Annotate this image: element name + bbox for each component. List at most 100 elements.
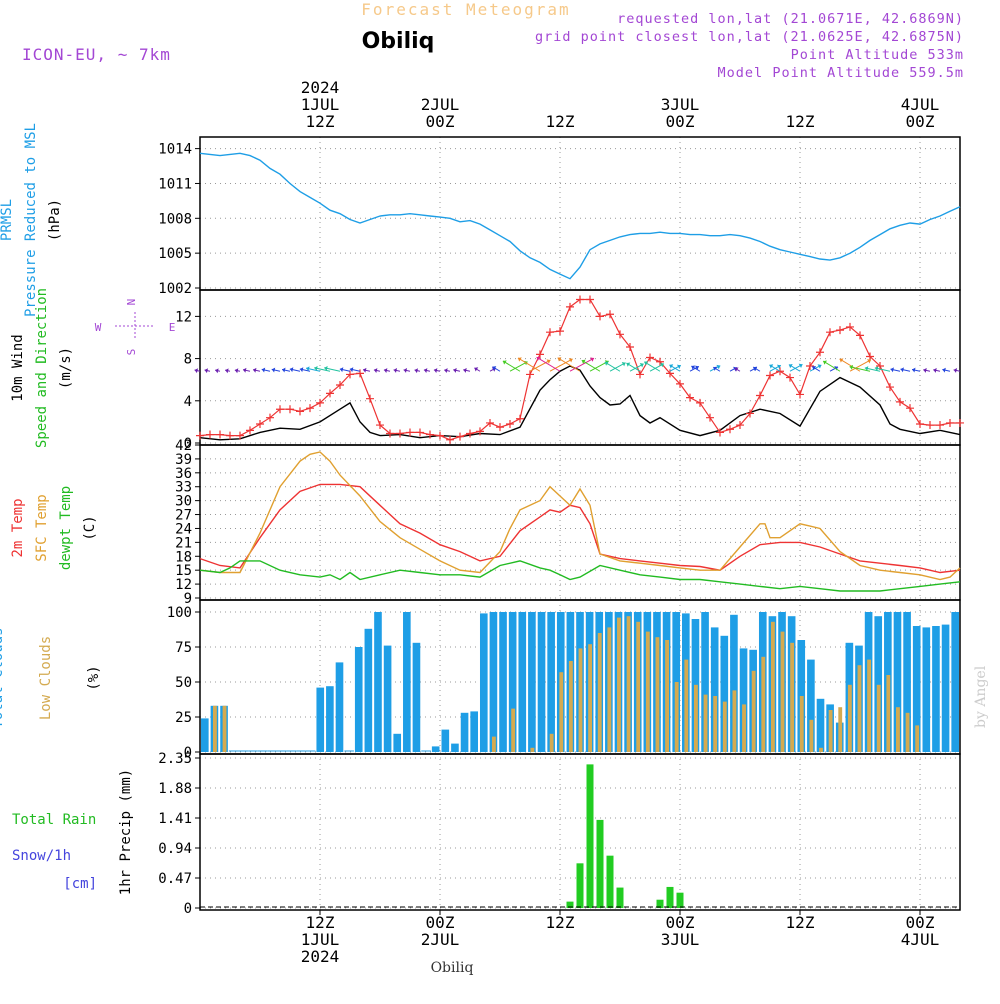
wind-arrow-head (581, 359, 586, 364)
gust-marker (206, 430, 214, 439)
temp-ytick-label: 30 (175, 494, 192, 510)
gust-marker (456, 432, 464, 441)
gust-marker (496, 423, 504, 432)
precip-side-label: Snow/1h (12, 848, 71, 864)
gust-marker (916, 420, 924, 429)
wind-arrow-head (933, 367, 937, 373)
total-cloud-bar (508, 612, 517, 752)
precip-frame (199, 753, 961, 911)
precip-ytick-label: 0.47 (158, 871, 192, 887)
wind-arrow-head (849, 364, 854, 370)
gust-marker (376, 421, 384, 430)
low-cloud-bar (636, 621, 641, 752)
low-cloud-bar (867, 659, 872, 752)
pressure-ytick-label: 1008 (158, 211, 192, 227)
total-cloud-bar (364, 628, 373, 752)
temp-ytick-label: 18 (175, 549, 192, 565)
gust-marker (856, 331, 864, 340)
gust-marker (226, 431, 234, 440)
gust-marker (216, 430, 224, 439)
total-cloud-bar (431, 746, 440, 752)
pressure-ytick-label: 1002 (158, 281, 192, 297)
wind-arrow-head (644, 361, 649, 366)
gust-marker (246, 426, 254, 435)
low-cloud-bar (770, 621, 775, 752)
bottom-time-label: 12Z (786, 913, 815, 932)
total-cloud-bar (547, 612, 555, 752)
wind-arrow (849, 366, 871, 372)
top-time-label: 12Z (546, 112, 575, 131)
wind-arrow-head (823, 360, 827, 365)
compass-s: S (125, 349, 138, 356)
temp-ytick-label: 27 (175, 508, 192, 524)
total-cloud-bar (701, 612, 709, 752)
low-cloud-bar (578, 648, 583, 752)
wind-ytick-label: 4 (184, 394, 192, 410)
low-cloud-bar (905, 712, 910, 752)
low-cloud-bar (915, 725, 920, 752)
low-cloud-bar (828, 710, 833, 752)
low-cloud-bar (722, 701, 727, 752)
bottom-time-label: 00Z (666, 913, 695, 932)
wind-arrow-head (817, 364, 822, 369)
wind-arrow-head (864, 366, 869, 371)
total-cloud-bar (912, 626, 921, 752)
low-cloud-bar (222, 705, 227, 752)
gust-marker (706, 413, 714, 422)
total-cloud-bar (951, 612, 959, 752)
temp-label: SFC Temp (34, 494, 50, 561)
bottom-time-label: 4JUL (901, 930, 940, 949)
wind-arrow-head (393, 368, 398, 373)
wind-arrow-head (289, 367, 294, 373)
wind-arrow (529, 359, 551, 372)
wind-arrow-head (691, 365, 696, 370)
low-cloud-bar (655, 637, 660, 752)
gust-marker (636, 370, 644, 379)
wind-arrow-head (713, 366, 718, 371)
bottom-time-label: 12Z (306, 913, 335, 932)
top-time-label: 2JUL (421, 95, 460, 114)
gust-marker (566, 302, 574, 311)
gust-marker (386, 429, 394, 438)
wind-ytick-label: 8 (184, 352, 192, 368)
total-cloud-bar (393, 733, 402, 752)
wind-arrow-head (423, 368, 428, 373)
low-cloud-bar (597, 633, 602, 752)
bottom-time-label: 1JUL (301, 930, 340, 949)
low-cloud-bar (617, 617, 621, 752)
top-time-label: 1JUL (301, 95, 340, 114)
wind-arrow-head (590, 357, 595, 362)
gust-marker (506, 420, 514, 429)
precip-bar (676, 892, 684, 908)
cloud-label: (%) (86, 665, 102, 690)
temp-ytick-label: 15 (175, 563, 192, 579)
gust-marker (626, 342, 634, 351)
low-cloud-bar (790, 642, 795, 752)
wind-arrow-head (373, 368, 378, 373)
wind-arrow-head (194, 368, 199, 374)
low-cloud-bar (588, 644, 593, 752)
gust-marker (436, 431, 444, 440)
gust-marker (276, 405, 284, 414)
bottom-time-label: 00Z (426, 913, 455, 932)
wind-arrow-head (536, 356, 541, 361)
wind-arrow-head (314, 365, 318, 371)
requested-coords: requested lon,lat (21.0671E, 42.6869N) (617, 11, 964, 27)
total-cloud-bar (874, 616, 883, 752)
gust-marker (576, 295, 584, 304)
temp-line-1 (199, 451, 961, 581)
wind-arrow-head (890, 367, 894, 373)
precip-bar (616, 887, 624, 908)
wind-arrow-head (776, 364, 781, 369)
precip-side-label: Total Rain (12, 812, 96, 828)
cloud-label: Total Clouds (0, 627, 6, 728)
gust-marker (736, 421, 744, 430)
precip-ytick-label: 1.88 (158, 781, 192, 797)
wind-arrow (509, 361, 528, 372)
wind-arrow-head (604, 361, 609, 366)
pressure-labels: PRMSL Pressure Reduced to MSL (hPa) (0, 123, 63, 317)
top-time-label: 12Z (786, 112, 815, 131)
cloud-label: Low Clouds (38, 636, 54, 720)
wind-arrow-head (867, 359, 871, 364)
